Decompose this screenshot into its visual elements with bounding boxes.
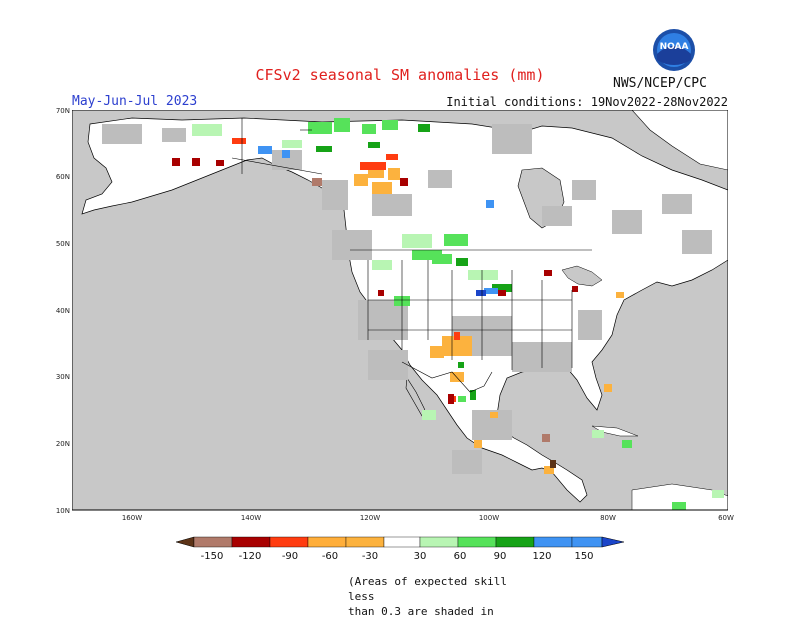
initial-conditions-label: Initial conditions: 19Nov2022-28Nov2022 <box>446 95 728 109</box>
longitude-labels: 160W 140W 120W 100W 80W 60W <box>122 514 734 522</box>
lon-label-60w: 60W <box>718 514 734 522</box>
lon-label-80w: 80W <box>600 514 616 522</box>
lat-label-60n: 60N <box>56 173 70 181</box>
skill-note: (Areas of expected skill less than 0.3 a… <box>348 574 528 618</box>
noaa-logo-text: NOAA <box>660 42 689 52</box>
colorbar-tick: -30 <box>362 551 378 561</box>
colorbar-bin <box>193 536 233 548</box>
colorbar-tick: 150 <box>574 551 593 561</box>
colorbar-tick: 30 <box>414 551 427 561</box>
agency-label: NWS/NCEP/CPC <box>613 76 707 91</box>
lat-label-40n: 40N <box>56 307 70 315</box>
colorbar-bin <box>383 536 421 548</box>
colorbar-bin <box>269 536 309 548</box>
map-title: CFSv2 seasonal SM anomalies (mm) <box>255 66 545 84</box>
latitude-labels: 70N 60N 50N 40N 30N 20N 10N <box>56 107 70 515</box>
south-america <box>631 483 728 510</box>
colorbar-bin <box>533 536 573 548</box>
noaa-logo: NOAA <box>652 28 696 72</box>
lat-label-20n: 20N <box>56 440 70 448</box>
colorbar-bin <box>419 536 459 548</box>
map-frame <box>72 110 728 511</box>
season-label: May-Jun-Jul 2023 <box>72 94 198 109</box>
lon-label-140w: 140W <box>241 514 261 522</box>
colorbar-tick: -90 <box>282 551 298 561</box>
borders <box>231 118 592 393</box>
anomaly-cells <box>172 118 724 510</box>
colorbar-bin <box>495 536 535 548</box>
colorbar-bin <box>345 536 385 548</box>
colorbar-tick: -150 <box>201 551 224 561</box>
great-lakes <box>561 265 603 287</box>
lat-label-30n: 30N <box>56 373 70 381</box>
colorbar-tick: 60 <box>454 551 467 561</box>
colorbar-low-arrow <box>175 536 195 548</box>
colorbar-high-arrow <box>601 536 625 548</box>
colorbar-bin <box>457 536 497 548</box>
colorbar: -150 -120 -90 -60 -30 30 60 90 120 150 <box>175 536 625 561</box>
colorbar-tick: -60 <box>322 551 338 561</box>
colorbar-tick: -120 <box>239 551 262 561</box>
lon-label-160w: 160W <box>122 514 142 522</box>
lat-label-70n: 70N <box>56 107 70 115</box>
colorbar-bin <box>307 536 347 548</box>
lon-label-100w: 100W <box>479 514 499 522</box>
greenland <box>631 110 728 171</box>
colorbar-bin <box>571 536 603 548</box>
lon-label-120w: 120W <box>360 514 380 522</box>
skill-note-line1: (Areas of expected skill less <box>348 575 507 603</box>
anomaly-map: 70N 60N 50N 40N 30N 20N 10N <box>72 110 728 511</box>
colorbar-bin <box>231 536 271 548</box>
skill-note-line2: than 0.3 are shaded in grey.) <box>348 605 494 618</box>
lat-label-50n: 50N <box>56 240 70 248</box>
colorbar-tick: 90 <box>494 551 507 561</box>
colorbar-tick: 120 <box>532 551 551 561</box>
lat-label-10n: 10N <box>56 507 70 515</box>
